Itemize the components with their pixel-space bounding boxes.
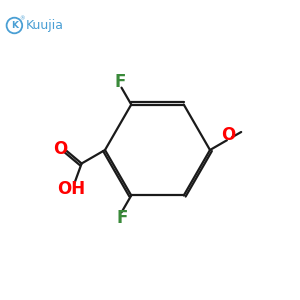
Text: OH: OH xyxy=(57,180,86,198)
Text: F: F xyxy=(114,73,126,91)
Text: Kuujia: Kuujia xyxy=(26,19,64,32)
Text: O: O xyxy=(53,140,67,158)
Text: O: O xyxy=(221,127,236,145)
Text: ®: ® xyxy=(20,16,25,21)
Text: F: F xyxy=(116,209,128,227)
Text: K: K xyxy=(11,21,18,30)
